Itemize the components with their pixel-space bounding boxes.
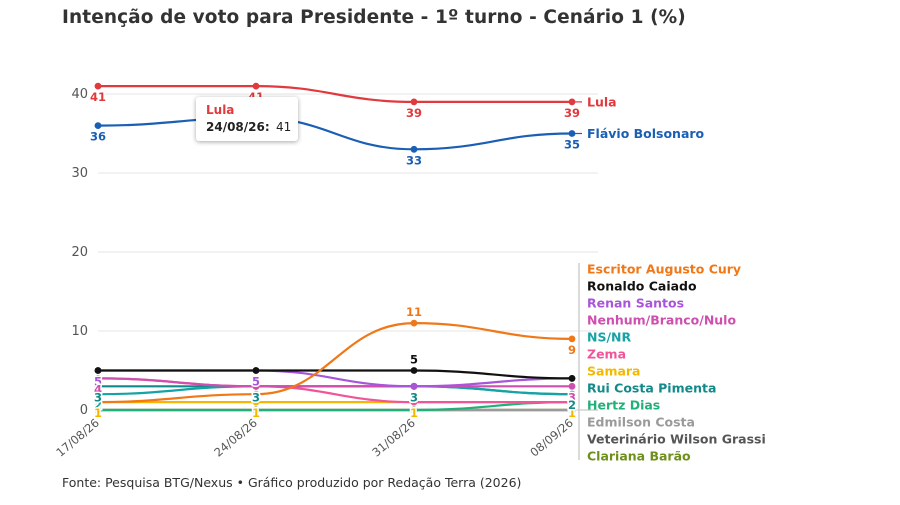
series-line bbox=[98, 84, 572, 104]
legend-label: Ronaldo Caiado bbox=[587, 279, 697, 294]
tooltip-date: 24/08/26: bbox=[206, 120, 270, 134]
legend-label: Edmilson Costa bbox=[587, 415, 695, 430]
data-point bbox=[94, 398, 102, 406]
data-point bbox=[94, 406, 102, 414]
series-line bbox=[97, 116, 573, 151]
data-point bbox=[252, 82, 260, 90]
data-point bbox=[252, 367, 260, 374]
data-point bbox=[568, 390, 576, 398]
data-label: 2 bbox=[568, 398, 576, 412]
data-label: 1 bbox=[94, 406, 102, 420]
chart-title: Intenção de voto para Presidente - 1º tu… bbox=[62, 7, 686, 28]
legend-label: Samara bbox=[587, 364, 641, 379]
data-label: 11 bbox=[406, 305, 422, 319]
legend-label: Zema bbox=[587, 347, 626, 362]
data-label: 2 bbox=[94, 398, 102, 412]
line-chart: 0 10 20 30 40 17/08/26 24/08/26 31/08/26 08/09/… bbox=[53, 82, 766, 464]
series-lines bbox=[94, 82, 576, 414]
tooltip: Lula 24/08/26: 41 bbox=[196, 97, 298, 141]
series-line bbox=[98, 369, 573, 380]
data-label: 5 bbox=[410, 353, 418, 367]
data-label: 4 bbox=[94, 382, 102, 396]
data-label: 35 bbox=[564, 138, 580, 152]
series-line bbox=[97, 321, 573, 404]
grid bbox=[98, 93, 598, 411]
y-tick-label: 30 bbox=[71, 166, 88, 181]
x-tick-label: 08/09/26 bbox=[527, 416, 576, 460]
data-point bbox=[410, 98, 418, 106]
y-tick-label: 0 bbox=[80, 403, 88, 418]
legend-label: Lula bbox=[587, 94, 617, 109]
x-tick-label: 31/08/26 bbox=[369, 416, 418, 460]
data-point bbox=[568, 398, 576, 406]
legend: Lula Flávio Bolsonaro Escritor Augusto Cur… bbox=[574, 94, 766, 464]
data-point bbox=[568, 130, 576, 137]
legend-label: Escritor Augusto Cury bbox=[587, 262, 741, 277]
legend-label: Veterinário Wilson Grassi bbox=[587, 432, 766, 447]
data-label: 3 bbox=[410, 390, 418, 404]
data-labels: 4141393936373335119555433233211113332 bbox=[88, 89, 581, 422]
data-label: 39 bbox=[406, 106, 422, 120]
data-label: 1 bbox=[252, 406, 260, 420]
legend-label: NS/NR bbox=[587, 330, 631, 345]
x-tick-label: 17/08/26 bbox=[53, 416, 102, 460]
data-point bbox=[94, 122, 102, 129]
data-label: 9 bbox=[568, 343, 576, 357]
data-label: 33 bbox=[406, 153, 422, 167]
legend-label: Clariana Barão bbox=[587, 449, 691, 464]
legend-label: Rui Costa Pimenta bbox=[587, 381, 716, 396]
legend-label: Renan Santos bbox=[587, 296, 684, 311]
data-label: 1 bbox=[410, 406, 418, 420]
x-tick-label: 24/08/26 bbox=[211, 416, 260, 460]
data-point bbox=[94, 382, 102, 390]
series-line bbox=[97, 377, 572, 388]
data-point bbox=[252, 406, 260, 414]
series-line bbox=[97, 385, 573, 396]
data-label: 2 bbox=[568, 398, 576, 412]
data-label: 5 bbox=[252, 375, 260, 389]
data-point bbox=[410, 367, 418, 374]
data-point bbox=[94, 390, 102, 398]
data-point bbox=[252, 382, 260, 390]
data-label: 3 bbox=[568, 390, 576, 404]
data-point bbox=[568, 98, 576, 106]
data-point bbox=[568, 335, 576, 343]
tooltip-value: 41 bbox=[276, 120, 292, 134]
data-label: 1 bbox=[568, 406, 576, 420]
tooltip-series: Lula bbox=[206, 103, 235, 117]
legend-label: Flávio Bolsonaro bbox=[587, 126, 705, 141]
series-line bbox=[98, 401, 573, 412]
data-point bbox=[252, 398, 260, 406]
data-point bbox=[94, 375, 102, 382]
data-label: 41 bbox=[90, 90, 106, 104]
data-label: 36 bbox=[90, 130, 106, 144]
y-tick-label: 40 bbox=[71, 87, 88, 102]
data-label: 3 bbox=[94, 390, 102, 404]
data-label: 3 bbox=[252, 390, 260, 404]
y-tick-label: 10 bbox=[71, 324, 88, 339]
data-point bbox=[568, 382, 576, 390]
data-point bbox=[410, 398, 418, 406]
data-point bbox=[568, 375, 576, 382]
data-point bbox=[410, 145, 418, 153]
data-label: 3 bbox=[252, 390, 260, 404]
data-point bbox=[410, 319, 418, 327]
source-note: Fonte: Pesquisa BTG/Nexus • Gráfico prod… bbox=[62, 475, 522, 490]
x-axis: 17/08/26 24/08/26 31/08/26 08/09/26 bbox=[53, 410, 576, 460]
data-point bbox=[94, 367, 102, 374]
data-point bbox=[410, 406, 418, 414]
data-point bbox=[94, 82, 102, 90]
data-label: 5 bbox=[94, 375, 102, 389]
data-point bbox=[252, 390, 260, 398]
series-line bbox=[98, 369, 573, 388]
data-label: 39 bbox=[564, 106, 580, 120]
data-label: 3 bbox=[410, 390, 418, 404]
data-point bbox=[568, 406, 576, 414]
data-label: 3 bbox=[410, 390, 418, 404]
legend-label: Hertz Dias bbox=[587, 398, 660, 413]
data-point bbox=[410, 382, 418, 390]
y-tick-label: 20 bbox=[71, 245, 88, 260]
y-axis: 0 10 20 30 40 bbox=[71, 87, 88, 418]
legend-label: Nenhum/Branco/Nulo bbox=[587, 313, 736, 328]
